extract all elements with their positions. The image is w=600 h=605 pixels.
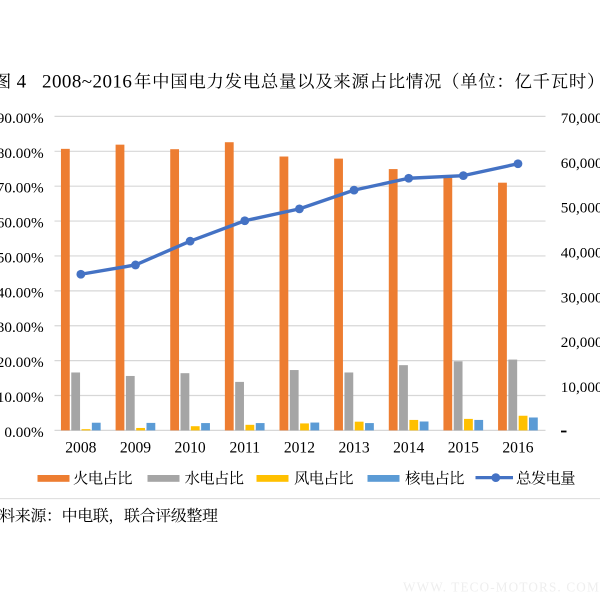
svg-text:40,000: 40,000 bbox=[561, 244, 600, 261]
svg-text:70,000: 70,000 bbox=[561, 110, 600, 127]
svg-text:2013: 2013 bbox=[338, 439, 369, 456]
svg-text:2012: 2012 bbox=[284, 439, 315, 456]
svg-text:2014: 2014 bbox=[393, 439, 424, 456]
svg-text:10,000: 10,000 bbox=[561, 379, 600, 396]
svg-text:20,000: 20,000 bbox=[561, 334, 600, 351]
svg-text:20.00%: 20.00% bbox=[0, 354, 44, 371]
svg-text:60,000: 60,000 bbox=[561, 155, 600, 172]
svg-text:50.00%: 50.00% bbox=[0, 249, 44, 266]
svg-text:30,000: 30,000 bbox=[561, 289, 600, 306]
svg-text:0.00%: 0.00% bbox=[4, 424, 44, 441]
svg-text:2009: 2009 bbox=[120, 439, 151, 456]
svg-text:2010: 2010 bbox=[175, 439, 206, 456]
svg-text:2015: 2015 bbox=[448, 439, 479, 456]
svg-text:30.00%: 30.00% bbox=[0, 319, 44, 336]
svg-text:50,000: 50,000 bbox=[561, 200, 600, 217]
svg-text:2008: 2008 bbox=[65, 439, 96, 456]
svg-text:2008~2016: 2008~2016 bbox=[42, 71, 132, 92]
svg-text:10.00%: 10.00% bbox=[0, 389, 44, 406]
svg-text:70.00%: 70.00% bbox=[0, 180, 44, 197]
svg-text:40.00%: 40.00% bbox=[0, 284, 44, 301]
svg-text:80.00%: 80.00% bbox=[0, 145, 44, 162]
svg-text:2016: 2016 bbox=[502, 439, 533, 456]
svg-text:90.00%: 90.00% bbox=[0, 110, 44, 127]
svg-text:WWW. TECO-MOTORS. COM: WWW. TECO-MOTORS. COM bbox=[403, 579, 600, 594]
svg-text:2011: 2011 bbox=[229, 439, 260, 456]
svg-text:60.00%: 60.00% bbox=[0, 215, 44, 232]
svg-text:4: 4 bbox=[17, 71, 27, 92]
